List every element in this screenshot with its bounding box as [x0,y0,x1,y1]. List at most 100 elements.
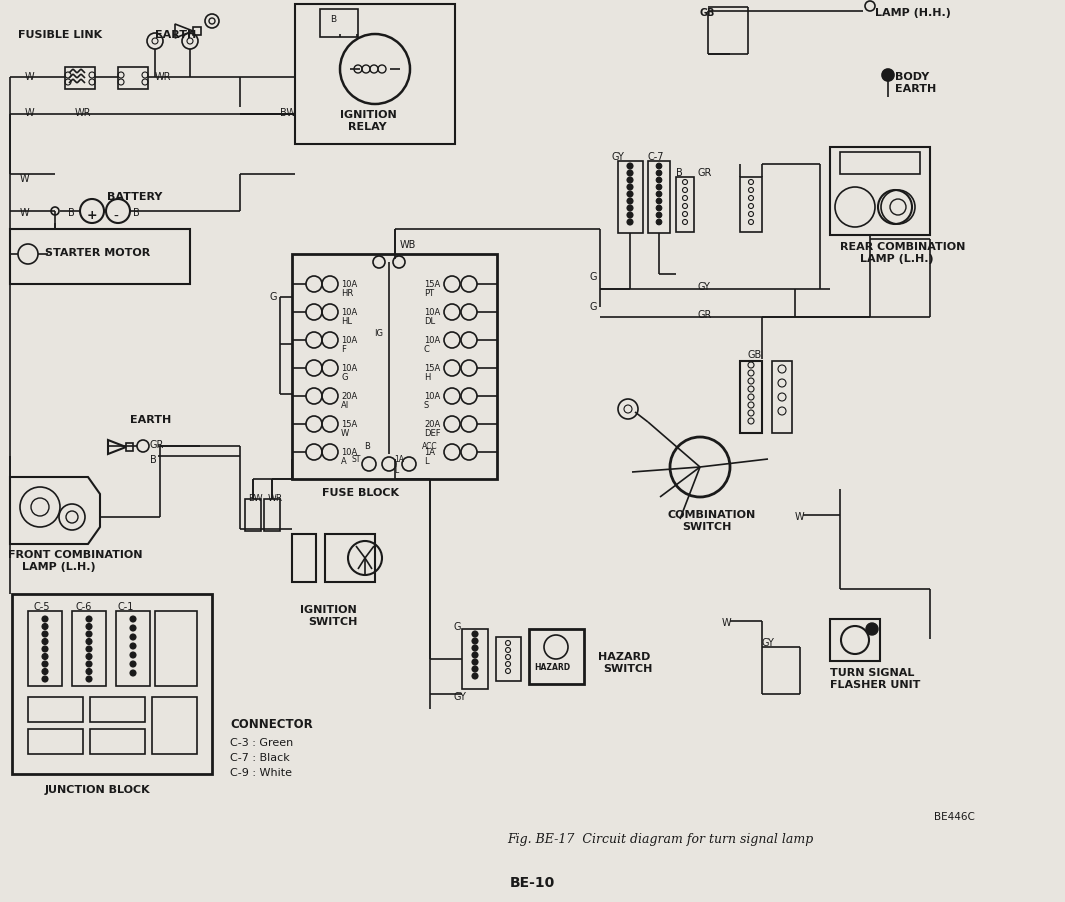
Bar [193,28,201,36]
Text: EARTH: EARTH [130,415,171,425]
Circle shape [42,616,48,622]
Circle shape [42,639,48,645]
Bar [462,630,488,689]
Bar [152,697,197,754]
Text: STARTER MOTOR: STARTER MOTOR [45,248,150,258]
Bar [618,161,643,234]
Text: A: A [341,456,347,465]
Circle shape [472,652,478,658]
Circle shape [86,676,92,682]
Text: GB: GB [700,8,716,18]
Text: EARTH: EARTH [155,30,196,40]
Text: WB: WB [400,240,416,250]
Text: C-5: C-5 [34,602,50,612]
Bar [295,5,455,145]
Text: DEF: DEF [424,428,441,437]
Text: 15A: 15A [424,364,440,373]
Text: HR: HR [341,289,354,298]
Circle shape [656,185,661,190]
Circle shape [656,199,661,205]
Circle shape [130,661,136,667]
Text: B: B [68,207,75,217]
Text: CONNECTOR: CONNECTOR [230,717,313,731]
Circle shape [130,670,136,676]
Circle shape [656,171,661,177]
Text: IGNITION: IGNITION [340,110,397,120]
Text: C-7 : Black: C-7 : Black [230,752,290,762]
Text: C: C [424,345,430,354]
Circle shape [42,661,48,667]
Circle shape [627,198,633,205]
Text: WR: WR [155,72,171,82]
Circle shape [881,191,915,225]
Bar [12,594,212,774]
Circle shape [656,164,661,170]
Circle shape [86,661,92,667]
Text: COMBINATION: COMBINATION [668,510,756,520]
Bar [72,612,106,686]
Circle shape [130,643,136,649]
Text: GY: GY [453,691,465,701]
Circle shape [627,206,633,212]
Text: DL: DL [424,317,436,326]
Text: Fig. BE-17  Circuit diagram for turn signal lamp: Fig. BE-17 Circuit diagram for turn sign… [507,832,813,845]
Text: 20A: 20A [424,419,440,428]
Circle shape [86,647,92,652]
Bar [118,68,148,90]
Text: SWITCH: SWITCH [308,616,358,626]
Text: BW: BW [280,108,296,118]
Bar [264,500,280,531]
Bar [292,534,316,583]
Text: LAMP (L.H.): LAMP (L.H.) [861,253,934,263]
Bar [28,729,83,754]
Text: BE-10: BE-10 [509,875,555,889]
Bar [320,10,358,38]
Text: HL: HL [341,317,353,326]
Text: -: - [113,210,118,224]
Circle shape [130,652,136,658]
Circle shape [472,673,478,679]
Text: S: S [424,400,429,410]
Bar [772,362,792,434]
Circle shape [42,676,48,682]
Text: LAMP (H.H.): LAMP (H.H.) [875,8,951,18]
Text: G: G [590,301,597,312]
Text: C-6: C-6 [76,602,93,612]
Circle shape [472,667,478,672]
Circle shape [627,170,633,177]
Text: W: W [722,617,732,627]
Bar [292,254,497,480]
Bar [740,178,761,233]
Bar [10,230,190,285]
Circle shape [42,654,48,659]
Text: B: B [150,455,157,465]
Text: +: + [87,208,98,222]
Text: W: W [24,72,35,82]
Circle shape [86,616,92,622]
Circle shape [627,185,633,191]
Bar [245,500,261,531]
Text: 10A: 10A [341,447,357,456]
Text: HAZARD: HAZARD [534,662,570,671]
Text: H: H [424,373,430,382]
Text: GB: GB [748,350,763,360]
Text: BW: BW [248,493,263,502]
Text: 15A: 15A [424,280,440,289]
Circle shape [86,639,92,645]
Text: 10A: 10A [424,336,440,345]
Text: C-9 : White: C-9 : White [230,767,292,778]
Text: ST: ST [351,455,360,464]
Text: FLASHER UNIT: FLASHER UNIT [830,679,920,689]
Text: 10A: 10A [341,280,357,289]
Text: GR: GR [698,309,712,319]
Text: AI: AI [341,400,349,410]
Bar [91,697,145,723]
Circle shape [42,624,48,630]
Text: W: W [20,174,30,184]
Text: GR: GR [698,168,712,178]
Text: FUSE BLOCK: FUSE BLOCK [322,487,399,497]
Text: G: G [590,272,597,281]
Bar [740,362,761,434]
Text: 10A: 10A [341,336,357,345]
Text: JUNCTION BLOCK: JUNCTION BLOCK [45,784,150,794]
